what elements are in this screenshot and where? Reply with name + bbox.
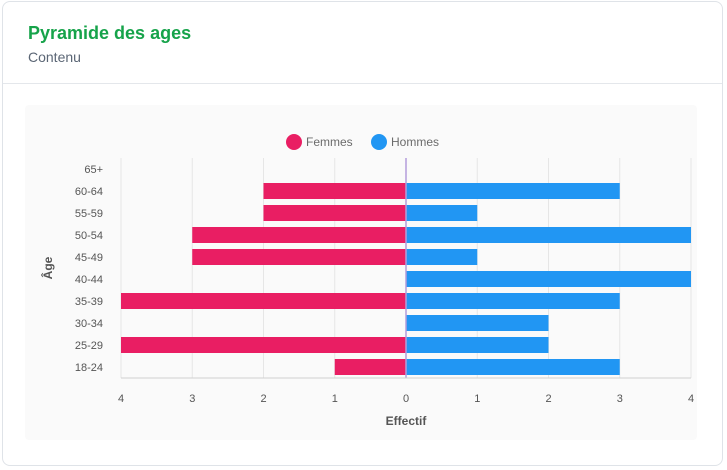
bar-femmes-25-29: [121, 337, 406, 353]
y-tick-label: 18-24: [75, 362, 103, 374]
y-tick-label: 60-64: [75, 186, 103, 198]
bar-femmes-18-24: [334, 359, 406, 375]
x-tick-label: 4: [118, 393, 124, 405]
legend-label-hommes: Hommes: [391, 135, 440, 149]
card-header: Pyramide des ages Contenu: [3, 2, 722, 84]
x-tick-label: 2: [545, 393, 551, 405]
legend-item-femmes[interactable]: Femmes: [286, 131, 353, 153]
x-tick-label: 1: [474, 393, 480, 405]
legend-swatch-femmes: [286, 134, 302, 150]
bar-femmes-55-59: [263, 205, 406, 221]
x-tick-label: 0: [403, 393, 409, 405]
bar-hommes-30-34: [406, 315, 549, 331]
y-tick-label: 25-29: [75, 340, 103, 352]
y-tick-label: 65+: [84, 164, 103, 176]
y-tick-label: 40-44: [75, 274, 103, 286]
bar-femmes-50-54: [192, 227, 406, 243]
y-tick-label: 55-59: [75, 208, 103, 220]
bar-femmes-60-64: [263, 183, 406, 199]
legend-label-femmes: Femmes: [306, 135, 353, 149]
x-axis-title: Effectif: [386, 414, 428, 428]
legend-item-hommes[interactable]: Hommes: [371, 131, 439, 153]
bar-hommes-45-49: [406, 249, 478, 265]
bar-hommes-18-24: [406, 359, 620, 375]
bar-hommes-40-44: [406, 271, 691, 287]
card-subtitle: Contenu: [28, 49, 81, 65]
bar-hommes-60-64: [406, 183, 620, 199]
y-axis-title: Âge: [40, 256, 55, 279]
bar-hommes-35-39: [406, 293, 620, 309]
y-tick-label: 30-34: [75, 318, 103, 330]
y-tick-label: 50-54: [75, 230, 103, 242]
chart-legend: Femmes Hommes: [0, 131, 727, 153]
bar-femmes-35-39: [121, 293, 406, 309]
bar-femmes-45-49: [192, 249, 406, 265]
bar-hommes-55-59: [406, 205, 478, 221]
x-tick-label: 2: [260, 393, 266, 405]
x-tick-label: 3: [189, 393, 195, 405]
bar-hommes-25-29: [406, 337, 549, 353]
card-title: Pyramide des ages: [28, 23, 192, 43]
x-tick-label: 1: [332, 393, 338, 405]
y-tick-label: 35-39: [75, 296, 103, 308]
y-tick-label: 45-49: [75, 252, 103, 264]
bar-hommes-50-54: [406, 227, 691, 243]
x-tick-label: 4: [688, 393, 694, 405]
legend-swatch-hommes: [371, 134, 387, 150]
x-tick-label: 3: [617, 393, 623, 405]
